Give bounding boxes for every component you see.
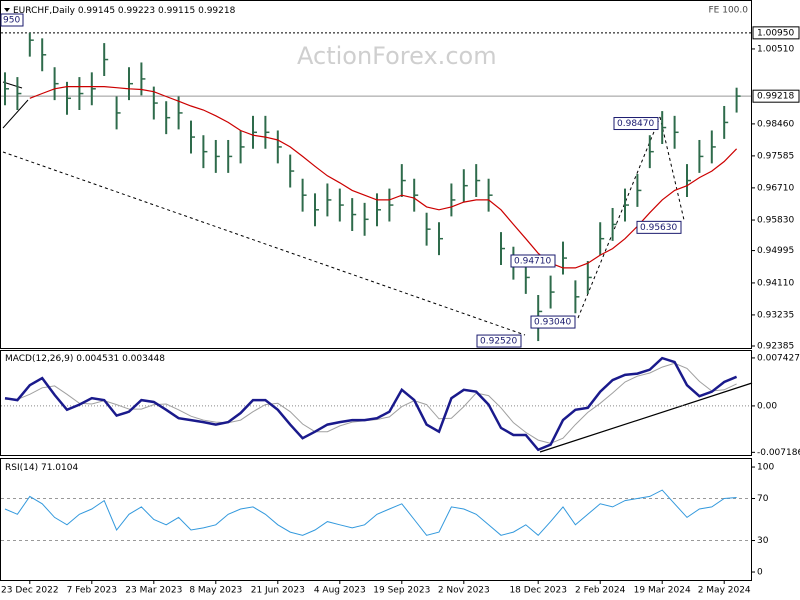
price-label: 950 xyxy=(3,16,20,26)
price-label: 0.98470 xyxy=(617,119,654,129)
y-tick-label: 0.97585 xyxy=(757,151,794,161)
x-tick-label: 8 May 2023 xyxy=(189,586,242,596)
x-tick-label: 2 Feb 2024 xyxy=(575,586,626,596)
y-tick-label: 0 xyxy=(757,568,763,578)
y-tick-label: 0.93235 xyxy=(757,310,794,320)
label-box xyxy=(636,220,682,234)
y-tick-label: 0.95830 xyxy=(757,216,794,226)
current-price-box xyxy=(752,89,800,103)
macd-title: MACD(12,26,9) xyxy=(5,354,73,364)
y-tick-label: 0.98460 xyxy=(757,119,794,129)
x-tick-label: 19 Sep 2023 xyxy=(373,586,430,596)
y-tick-label: 70 xyxy=(757,494,769,504)
low: 0.99115 xyxy=(158,6,195,16)
label-box xyxy=(476,334,522,348)
price-panel xyxy=(0,0,752,349)
y-tick-label: 0.94110 xyxy=(757,278,794,288)
macd-panel xyxy=(0,350,752,456)
signal-value: 0.003448 xyxy=(122,354,165,364)
macd-line xyxy=(4,356,738,452)
high: 0.99223 xyxy=(118,6,155,16)
label-box xyxy=(613,117,659,131)
x-tick-label: 18 Dec 2023 xyxy=(509,586,567,596)
level-box xyxy=(752,26,800,40)
y-tick-label: 0.007427 xyxy=(757,353,800,363)
y-tick-label: 0.94995 xyxy=(757,246,794,256)
trend-line xyxy=(2,151,526,336)
open: 0.99145 xyxy=(78,6,115,16)
price-label: 0.93040 xyxy=(534,318,571,328)
x-tick-label: 7 Feb 2023 xyxy=(67,586,117,596)
x-tick-label: 21 Jun 2023 xyxy=(251,586,305,596)
x-tick-label: 19 Mar 2024 xyxy=(634,586,691,596)
macd-header: MACD(12,26,9) 0.004531 0.003448 xyxy=(5,354,165,364)
macd-value: 0.004531 xyxy=(76,354,119,364)
price-header: EURCHF,Daily 0.99145 0.99223 0.99115 0.9… xyxy=(13,6,236,16)
close: 0.99218 xyxy=(198,6,235,16)
y-tick-label: -0.007186 xyxy=(757,448,800,458)
price-label: 0.95630 xyxy=(640,223,677,233)
rsi-panel xyxy=(0,458,752,581)
fib-line xyxy=(577,116,661,319)
fe-label: FE 100.0 xyxy=(709,6,749,16)
x-tick-label: 4 Aug 2023 xyxy=(314,586,366,596)
price-label: 0.92520 xyxy=(480,337,517,347)
moving-average xyxy=(29,86,738,269)
symbol: EURCHF,Daily xyxy=(13,6,76,16)
y-tick-label: 100 xyxy=(757,463,774,473)
price-label: 0.94710 xyxy=(514,256,551,266)
x-tick-label: 2 Nov 2023 xyxy=(438,586,490,596)
y-tick-label: 0.92385 xyxy=(757,341,794,351)
rsi-line xyxy=(4,489,737,536)
current-price-label: 0.99218 xyxy=(757,92,794,102)
level-label: 1.00950 xyxy=(757,28,794,38)
y-tick-label: 0.96710 xyxy=(757,183,794,193)
label-box xyxy=(530,315,576,329)
macd-trend-line xyxy=(539,382,753,453)
x-tick-label: 2 May 2024 xyxy=(698,586,751,596)
trend-line xyxy=(2,81,23,89)
watermark: ActionForex.com xyxy=(297,42,497,70)
label-box xyxy=(510,254,556,268)
trend-line xyxy=(2,99,29,129)
rsi-title: RSI(14) xyxy=(5,463,38,473)
y-tick-label: 1.00510 xyxy=(757,44,794,54)
menu-icon xyxy=(4,8,10,12)
x-tick-label: 23 Dec 2022 xyxy=(1,586,59,596)
rsi-header: RSI(14) 71.0104 xyxy=(5,463,78,473)
y-tick-label: 0.00 xyxy=(757,401,777,411)
rsi-value: 71.0104 xyxy=(41,463,78,473)
label-box xyxy=(0,13,24,27)
y-tick-label: 30 xyxy=(757,536,769,546)
x-tick-label: 23 Mar 2023 xyxy=(125,586,182,596)
